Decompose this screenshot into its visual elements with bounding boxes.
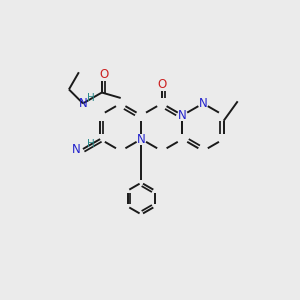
- Text: H: H: [87, 94, 95, 103]
- Text: H: H: [87, 139, 95, 149]
- Text: N: N: [137, 133, 146, 146]
- Text: O: O: [157, 78, 167, 91]
- Text: N: N: [72, 142, 81, 155]
- Text: N: N: [178, 109, 187, 122]
- Text: O: O: [99, 68, 108, 81]
- Text: N: N: [199, 97, 207, 110]
- Text: N: N: [79, 97, 87, 110]
